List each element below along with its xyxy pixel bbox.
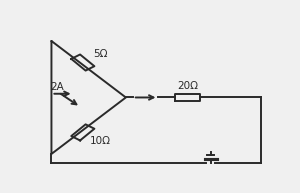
Text: 2A: 2A bbox=[50, 81, 64, 91]
Text: 10Ω: 10Ω bbox=[90, 135, 111, 146]
Text: 20Ω: 20Ω bbox=[177, 81, 198, 91]
Text: 5Ω: 5Ω bbox=[93, 49, 107, 59]
